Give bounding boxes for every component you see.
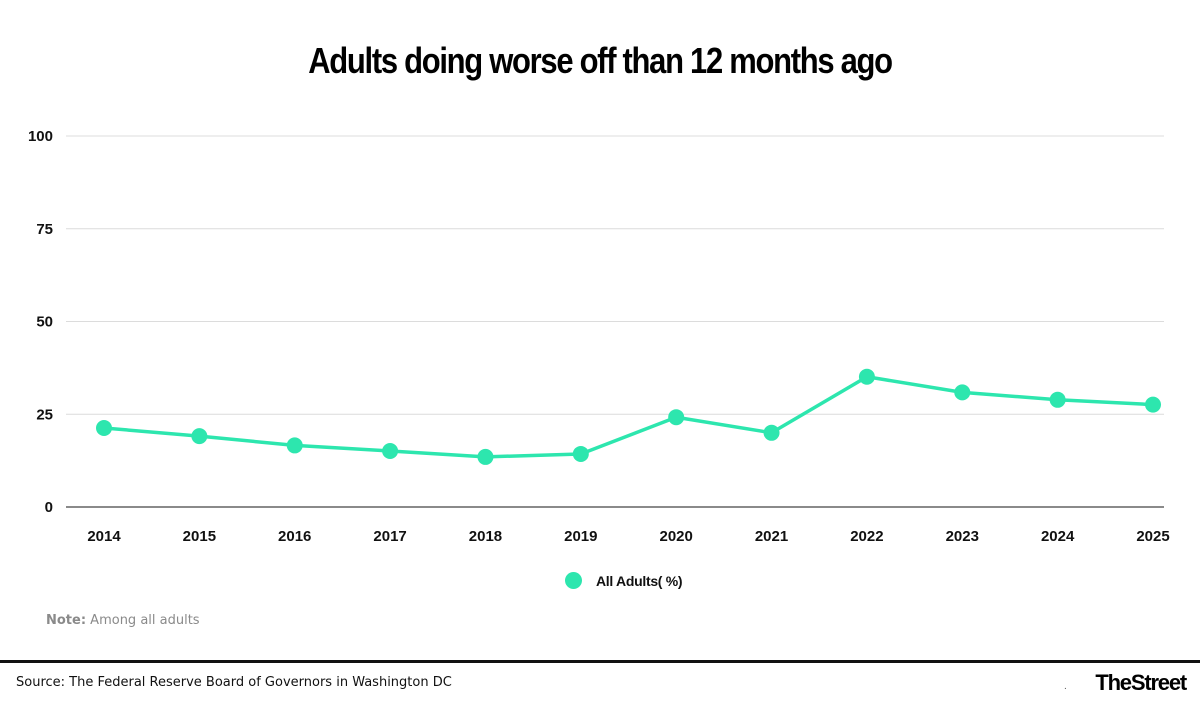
legend-marker [565, 572, 582, 589]
x-tick-label: 2015 [183, 528, 216, 545]
data-point [382, 442, 399, 459]
chart-note: Note: Among all adults [46, 613, 200, 628]
legend: All Adults( %) [565, 572, 683, 589]
y-axis-ticks: 0 25 50 75 100 [28, 128, 53, 516]
legend-label: All Adults( %) [596, 572, 683, 589]
footer-divider [0, 660, 1200, 663]
chart-title: Adults doing worse off than 12 months ag… [308, 40, 893, 81]
data-point [96, 419, 112, 436]
brand-logo: TheStreet [1095, 670, 1187, 695]
y-tick-label: 50 [36, 314, 53, 331]
series-line [103, 375, 1154, 459]
x-tick-label: 2021 [755, 528, 788, 545]
x-axis-ticks: 2014 2015 2016 2017 2018 2019 2020 2021 2022 2023… [87, 528, 1169, 545]
y-tick-label: 25 [36, 406, 53, 423]
footer-dot: . [1064, 681, 1067, 692]
x-tick-label: 2023 [946, 528, 979, 545]
x-tick-label: 2024 [1041, 528, 1075, 545]
series-line-all-adults [103, 375, 1154, 459]
data-point [191, 428, 208, 445]
y-tick-label: 0 [45, 499, 53, 516]
data-point [572, 445, 589, 462]
y-tick-label: 100 [28, 128, 53, 145]
note-text: Among all adults [86, 613, 200, 628]
y-tick-label: 75 [36, 221, 53, 238]
x-tick-label: 2020 [659, 528, 692, 545]
data-point [858, 368, 875, 385]
data-point [286, 437, 303, 454]
x-tick-label: 2014 [87, 528, 121, 545]
data-point [763, 424, 780, 441]
data-point [954, 384, 971, 401]
data-point [668, 409, 685, 426]
gridlines [66, 135, 1164, 508]
x-tick-label: 2022 [850, 528, 883, 545]
series-points [96, 368, 1161, 465]
x-tick-label: 2019 [564, 528, 597, 545]
x-tick-label: 2025 [1136, 528, 1169, 545]
data-point [1049, 391, 1066, 408]
x-tick-label: 2016 [278, 528, 311, 545]
data-point [1145, 396, 1161, 413]
x-tick-label: 2017 [373, 528, 406, 545]
x-tick-label: 2018 [469, 528, 502, 545]
note-label: Note: [46, 613, 87, 628]
source-text: Source: The Federal Reserve Board of Gov… [16, 675, 452, 690]
data-point [477, 448, 494, 465]
